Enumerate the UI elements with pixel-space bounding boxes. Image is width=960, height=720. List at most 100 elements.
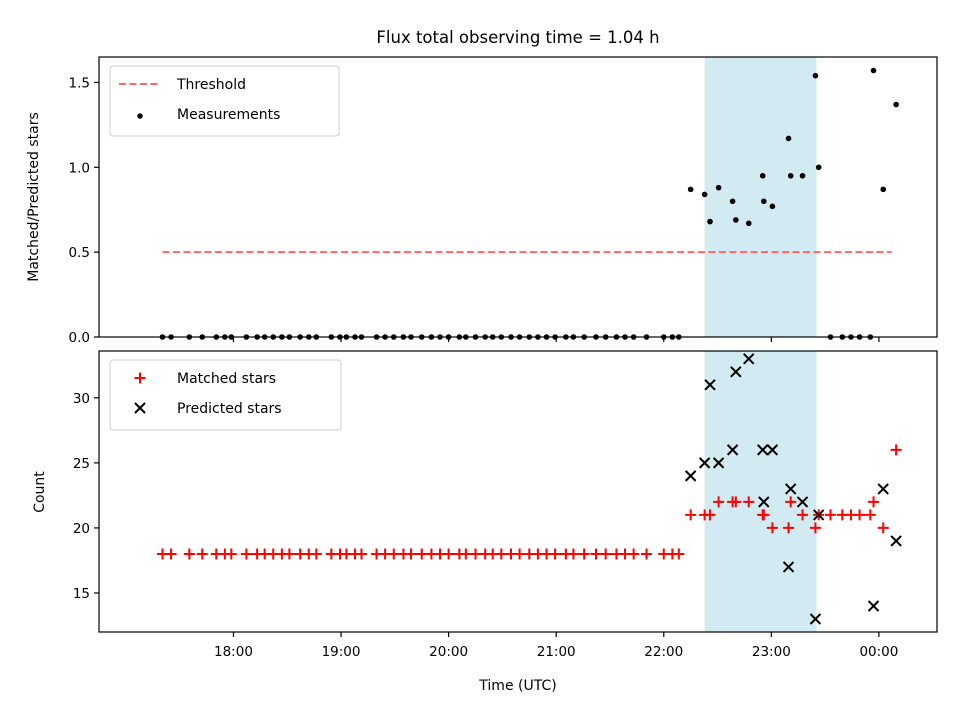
measurement-point xyxy=(799,172,806,179)
matched-stars-point xyxy=(549,548,561,560)
matched-stars-point xyxy=(240,548,252,560)
matched-stars-point xyxy=(713,496,725,508)
legend-box xyxy=(109,359,342,431)
matched-stars-point xyxy=(183,548,195,560)
matched-stars-point xyxy=(743,496,755,508)
matched-stars-point xyxy=(600,548,612,560)
matched-stars-point xyxy=(783,522,795,534)
matched-stars-point xyxy=(877,522,889,534)
matched-stars-point xyxy=(310,548,322,560)
x-tick-label: 22:00 xyxy=(644,644,683,660)
matched-stars-point xyxy=(355,548,367,560)
legend-measurement-swatch xyxy=(137,113,143,119)
observing-span xyxy=(704,57,817,337)
measurement-point xyxy=(812,72,819,79)
legend-label: Matched stars xyxy=(177,371,276,387)
legend-box xyxy=(109,65,340,137)
count-panel-ylabel: Count xyxy=(32,471,48,513)
legend-label: Measurements xyxy=(177,107,280,123)
predicted-stars-point xyxy=(712,457,725,469)
matched-stars-point xyxy=(890,444,902,456)
legend-predicted-swatch xyxy=(134,402,146,414)
count-panel: Count 15 20 25 30 18:00 19:00 20:00 21:00 22:00 2… xyxy=(32,350,938,660)
matched-stars-point xyxy=(864,509,876,521)
plot-frame xyxy=(98,56,938,338)
matched-stars-point xyxy=(225,548,237,560)
matched-stars-point xyxy=(283,548,295,560)
predicted-stars-point xyxy=(684,470,697,482)
predicted-stars-point xyxy=(809,613,822,625)
matched-stars-point xyxy=(685,509,697,521)
predicted-stars-point xyxy=(730,366,742,378)
matched-stars-point xyxy=(196,548,208,560)
matched-stars-point xyxy=(785,496,797,508)
predicted-stars-point xyxy=(784,483,797,495)
x-tick-label: 20:00 xyxy=(429,644,468,660)
legend-matched-swatch xyxy=(134,372,146,384)
matched-stars-point xyxy=(460,548,472,560)
x-tick-label: 19:00 xyxy=(322,644,361,660)
matched-stars-point xyxy=(704,509,716,521)
predicted-stars-point xyxy=(812,509,825,521)
measurement-point xyxy=(733,217,739,223)
matched-stars-point xyxy=(590,548,602,560)
matched-stars-point xyxy=(578,548,590,560)
measurement-point xyxy=(769,203,776,210)
y-tick-label: 0.0 xyxy=(69,330,90,346)
measurement-point xyxy=(729,198,736,205)
y-tick-label: 15 xyxy=(73,586,90,602)
predicted-stars-point xyxy=(782,561,795,573)
legend-label: Predicted stars xyxy=(177,401,282,417)
predicted-stars-point xyxy=(890,535,902,547)
measurement-point xyxy=(815,164,822,171)
y-tick-label: 1.0 xyxy=(69,160,90,176)
measurement-point xyxy=(701,191,708,198)
matched-stars-point xyxy=(495,548,507,560)
matched-stars-point xyxy=(405,548,417,560)
x-tick-label: 21:00 xyxy=(537,644,576,660)
matched-stars-point xyxy=(443,548,455,560)
x-tick-label: 00:00 xyxy=(859,644,898,660)
legend: Threshold Measurements xyxy=(109,65,340,137)
predicted-stars-point xyxy=(867,600,880,612)
predicted-stars-point xyxy=(704,379,716,391)
predicted-stars-point xyxy=(757,444,769,456)
predicted-stars-point xyxy=(743,353,755,365)
measurement-point xyxy=(870,67,877,74)
matched-stars-point xyxy=(165,548,177,560)
x-tick-label: 18:00 xyxy=(214,644,253,660)
measurement-point xyxy=(761,198,767,205)
predicted-stars-point xyxy=(796,496,809,508)
measurement-point xyxy=(745,220,752,227)
y-tick-label: 30 xyxy=(73,391,90,407)
measurement-point xyxy=(893,101,899,108)
measurement-point xyxy=(880,186,887,193)
predicted-stars-point xyxy=(758,496,770,508)
ratio-panel-ylabel: Matched/Predicted stars xyxy=(26,112,42,282)
matched-stars-point xyxy=(809,522,821,534)
matched-stars-point xyxy=(730,496,742,508)
matched-stars-point xyxy=(766,522,778,534)
matched-stars-point xyxy=(628,548,640,560)
measurement-point xyxy=(759,172,766,179)
measurement-point xyxy=(687,186,694,193)
y-tick-label: 25 xyxy=(73,456,90,472)
matched-stars-point xyxy=(641,548,653,560)
observing-span xyxy=(704,351,817,632)
x-axis-label: Time (UTC) xyxy=(478,678,556,694)
matched-stars-point xyxy=(868,496,880,508)
predicted-stars-point xyxy=(766,444,779,456)
y-tick-label: 1.5 xyxy=(69,75,90,91)
chart-title: Flux total observing time = 1.04 h xyxy=(376,28,659,47)
matched-stars-point xyxy=(416,548,428,560)
plot-frame xyxy=(98,350,938,633)
matched-stars-point xyxy=(514,548,526,560)
measurement-point xyxy=(785,135,792,142)
predicted-stars-point xyxy=(726,444,739,456)
measurement-point xyxy=(715,184,722,191)
ratio-panel: Matched/Predicted stars 0.0 0.5 1.0 1.5 Thre… xyxy=(26,56,938,346)
matched-stars-point xyxy=(673,548,685,560)
legend: Matched stars Predicted stars xyxy=(109,359,342,431)
x-tick-label: 23:00 xyxy=(752,644,791,660)
matched-stars-point xyxy=(758,509,770,521)
